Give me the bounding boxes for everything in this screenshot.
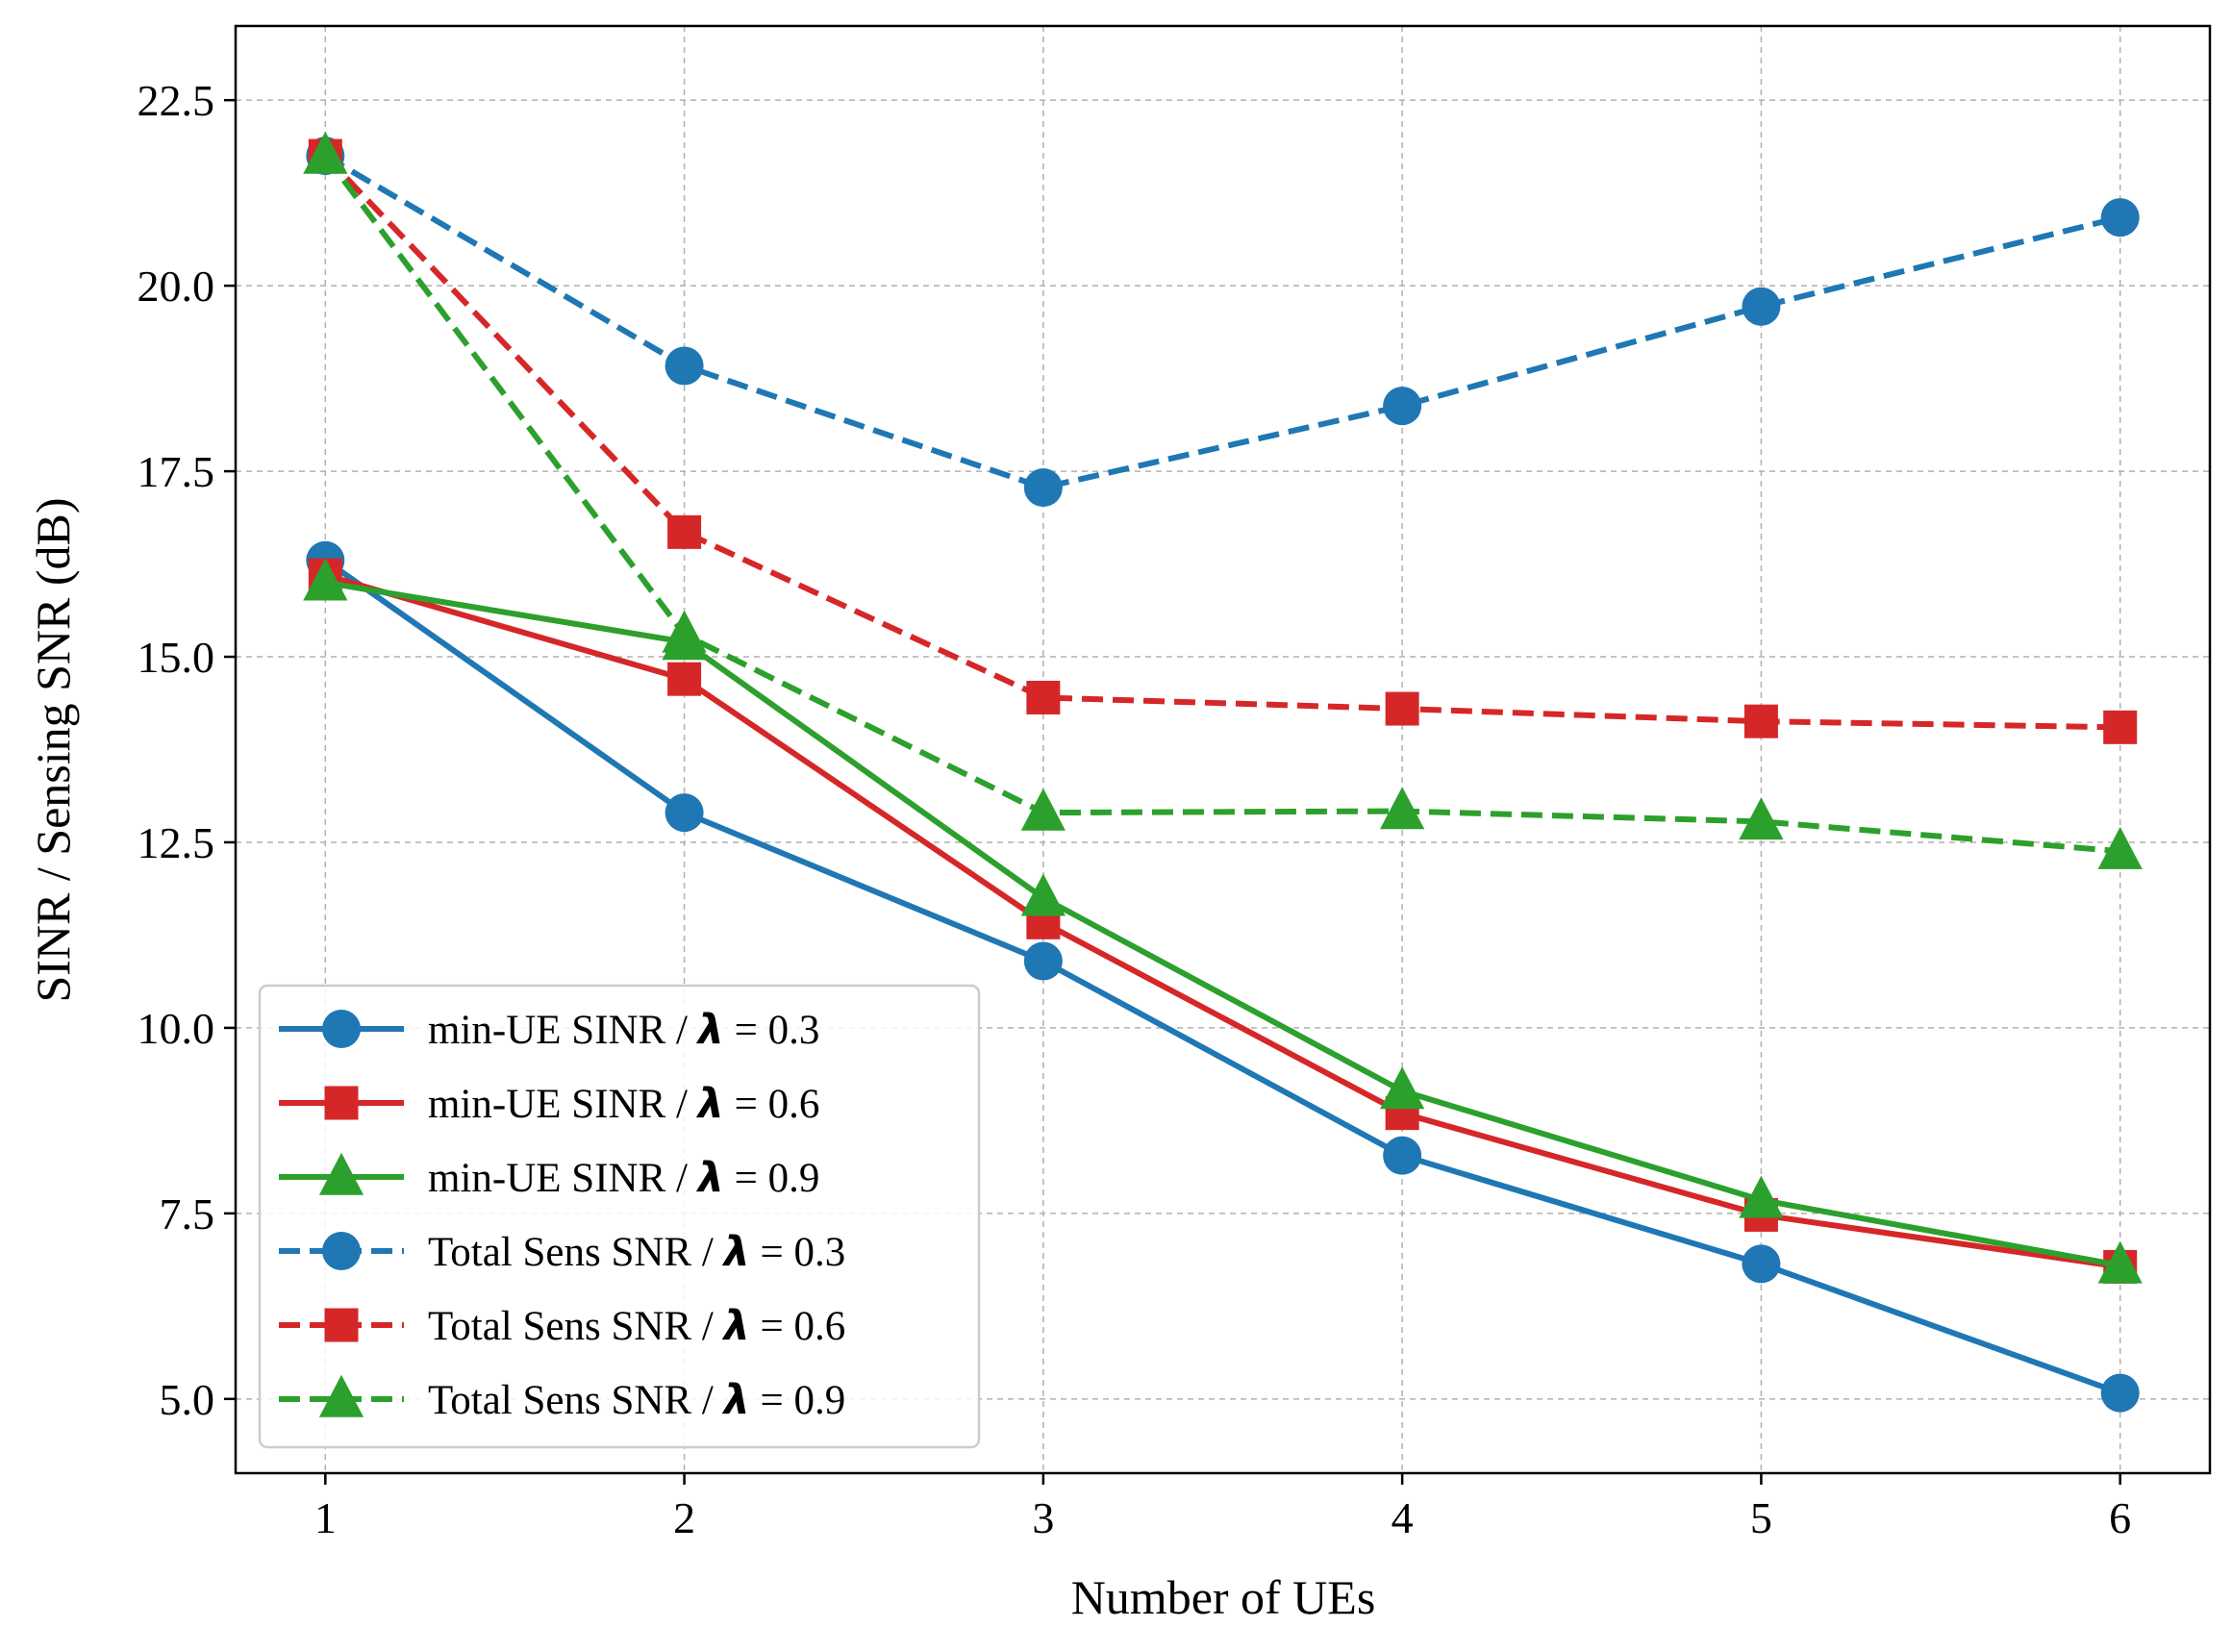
data-point — [1383, 387, 1422, 426]
data-point — [1026, 680, 1061, 714]
series-total-sens-snr-3 — [306, 137, 2140, 508]
data-point — [1020, 873, 1066, 916]
x-tick-label: 3 — [1032, 1493, 1054, 1542]
data-point — [1023, 468, 1063, 508]
x-tick-label: 5 — [1750, 1493, 1772, 1542]
data-point — [1383, 1136, 1422, 1175]
data-point — [1739, 797, 1784, 840]
y-axis-label: SINR / Sensing SNR (dB) — [26, 497, 80, 1002]
legend-box — [258, 984, 981, 1449]
series-line — [324, 572, 2121, 1270]
data-point — [2100, 1373, 2140, 1413]
y-tick-label: 22.5 — [138, 76, 215, 125]
data-point — [665, 346, 704, 386]
series-line — [323, 558, 2121, 1396]
data-point — [1739, 1175, 1784, 1218]
y-tick-label: 12.5 — [138, 818, 215, 867]
series-line — [324, 579, 2121, 1268]
x-tick-label: 2 — [673, 1493, 695, 1542]
y-tick-label: 10.0 — [138, 1004, 215, 1053]
data-point — [303, 131, 348, 174]
data-point — [2103, 710, 2138, 744]
grid-lines — [236, 26, 2210, 1473]
y-tick-label: 17.5 — [138, 447, 215, 496]
legend-marker — [322, 1010, 361, 1048]
data-point — [1380, 787, 1425, 830]
data-point — [1023, 941, 1063, 981]
x-tick-label: 1 — [314, 1493, 337, 1542]
x-axis-label: Number of UEs — [1071, 1570, 1376, 1624]
data-point — [662, 610, 707, 653]
legend-item: min-UE SINR / λ = 0.3 — [279, 1006, 819, 1054]
legend-marker — [318, 1152, 364, 1195]
x-tick-label: 6 — [2109, 1493, 2131, 1542]
legend-item: Total Sens SNR / λ = 0.9 — [279, 1374, 845, 1424]
series-line — [323, 153, 2121, 491]
legend-item: Total Sens SNR / λ = 0.6 — [279, 1302, 845, 1350]
legend: min-UE SINR / λ = 0.3 min-UE SINR / λ = 0… — [258, 984, 981, 1449]
data-point — [667, 514, 702, 549]
y-tick-label: 15.0 — [138, 633, 215, 682]
legend-item: min-UE SINR / λ = 0.6 — [279, 1080, 819, 1128]
data-point — [667, 662, 702, 696]
series-layer — [303, 131, 2143, 1413]
axis-ticks: 1 2 3 4 5 6 5.0 7.5 10.0 12.5 15.0 17.5 20.0 22.5 — [138, 76, 2132, 1542]
data-point — [2100, 198, 2140, 238]
x-tick-label: 4 — [1392, 1493, 1414, 1542]
legend-label: min-UE SINR / λ = 0.3 — [428, 1006, 819, 1054]
data-point — [1742, 287, 1781, 326]
data-point — [2097, 826, 2143, 869]
y-tick-label: 5.0 — [160, 1375, 215, 1424]
series-line — [322, 154, 2120, 855]
data-point — [1380, 1066, 1425, 1110]
series-line — [323, 153, 2120, 731]
data-point — [1020, 788, 1066, 831]
legend-marker — [324, 1086, 359, 1120]
legend-item: Total Sens SNR / λ = 0.3 — [279, 1228, 845, 1276]
data-point — [665, 793, 704, 833]
y-tick-label: 7.5 — [160, 1189, 215, 1239]
y-tick-label: 20.0 — [138, 262, 215, 311]
legend-marker — [322, 1232, 361, 1270]
data-point — [2097, 1240, 2143, 1284]
legend-label: min-UE SINR / λ = 0.9 — [428, 1154, 819, 1202]
data-point — [1743, 704, 1778, 738]
data-point — [1385, 691, 1419, 726]
legend-item: min-UE SINR / λ = 0.9 — [279, 1152, 819, 1202]
series-total-sens-snr-5 — [303, 131, 2143, 869]
plot-area-frame — [234, 24, 2212, 1475]
legend-marker — [324, 1308, 359, 1342]
legend-label: Total Sens SNR / λ = 0.3 — [428, 1228, 845, 1276]
legend-marker — [318, 1374, 364, 1417]
data-point — [1742, 1244, 1781, 1284]
legend-label: Total Sens SNR / λ = 0.9 — [428, 1376, 845, 1424]
legend-label: Total Sens SNR / λ = 0.6 — [428, 1302, 845, 1350]
legend-label: min-UE SINR / λ = 0.6 — [428, 1080, 819, 1128]
data-point — [303, 558, 348, 601]
